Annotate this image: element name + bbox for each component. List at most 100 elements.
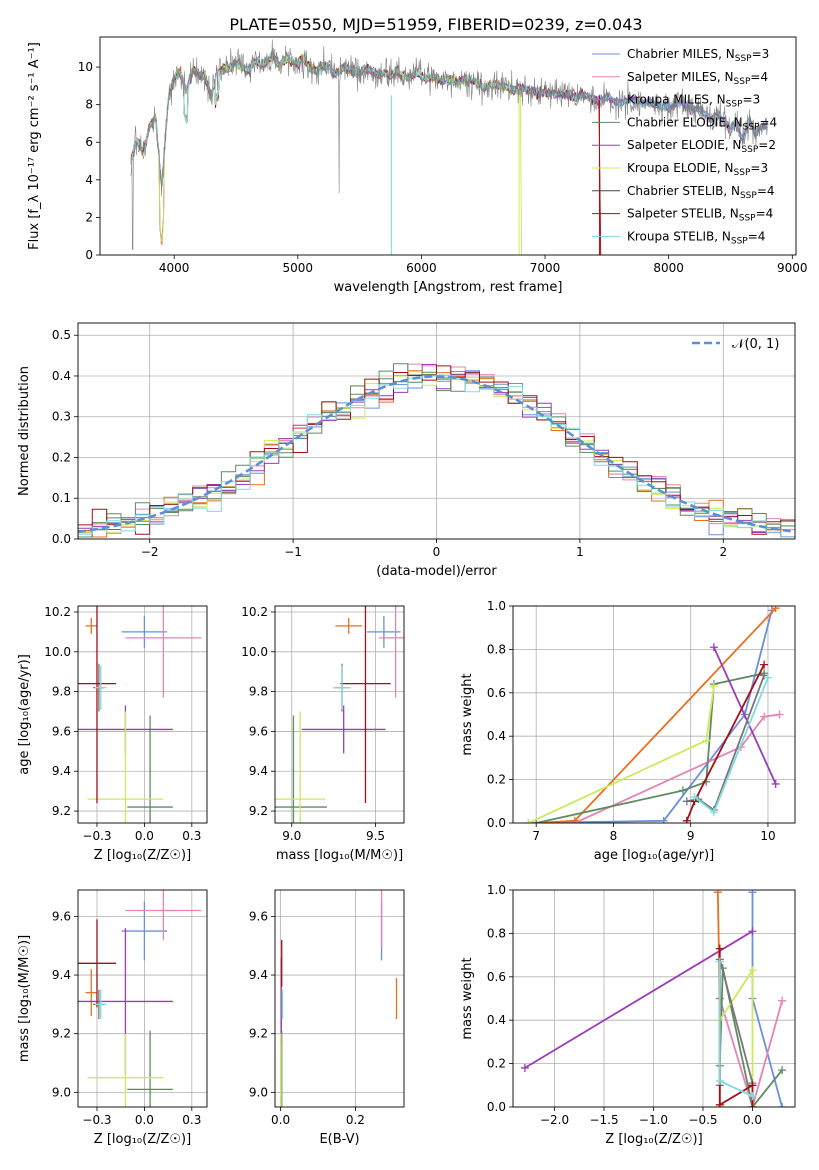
y-tick-label: 0 xyxy=(85,248,93,262)
y-axis-label: age [log₁₀(age/yr)] xyxy=(17,654,32,775)
model-spectrum-line xyxy=(130,54,602,255)
axis-group: 0.0 0.2 9.0 9.2 9.4 9.6 E(B-V) xyxy=(249,889,405,1147)
y-tick-label: 9.8 xyxy=(52,685,71,699)
mass-weight-line xyxy=(528,610,773,823)
errorbar-point xyxy=(301,705,386,754)
legend-label: Salpeter STELIB, NSSP=4 xyxy=(627,207,773,224)
axes-frame xyxy=(512,889,796,1108)
y-axis-label: mass [log₁₀(M/M☉)] xyxy=(17,935,32,1062)
axes-frame xyxy=(274,605,405,824)
errorbar-point xyxy=(121,901,168,961)
x-tick-label: 0.3 xyxy=(182,1113,201,1127)
mass-weight-marker xyxy=(771,606,780,613)
x-tick-label: 0.3 xyxy=(182,829,201,843)
x-axis-label: mass [log₁₀(M/M☉)] xyxy=(276,848,403,863)
plot-area xyxy=(520,890,787,1107)
x-axis-label: (data-model)/error xyxy=(376,564,497,579)
mass-weight-marker xyxy=(702,736,711,745)
x-tick-label: −1.0 xyxy=(639,1113,668,1127)
x-axis-label: E(B-V) xyxy=(319,1132,359,1147)
x-tick-label: 8 xyxy=(610,829,618,843)
y-tick-label: 9.0 xyxy=(249,1085,268,1099)
mass-weight-marker xyxy=(682,816,691,823)
mass-weight-marker xyxy=(778,1103,787,1107)
mass-weight-marker xyxy=(771,779,780,788)
y-tick-label: 0.2 xyxy=(487,773,506,787)
mass-weight-marker xyxy=(763,673,772,682)
data-spectrum-line xyxy=(130,39,768,250)
x-tick-label: −2 xyxy=(141,545,159,559)
errorbar-point xyxy=(275,715,327,823)
y-tick-label: 10.0 xyxy=(44,645,71,659)
x-tick-label: 7000 xyxy=(530,261,561,275)
y-tick-label: 9.6 xyxy=(52,724,71,738)
x-tick-label: 4000 xyxy=(159,261,190,275)
y-tick-label: 9.6 xyxy=(249,909,268,923)
plot-area xyxy=(78,606,202,823)
mass-weight-marker xyxy=(748,927,757,936)
legend-label: 𝒩(0, 1) xyxy=(732,337,779,352)
legend-label: Salpeter MILES, NSSP=4 xyxy=(627,70,768,87)
axis-group: 4000 5000 6000 7000 8000 9000 0 2 4 6 8 10 wavelengt… xyxy=(27,36,808,295)
mass-weight-marker xyxy=(524,819,533,823)
legend-label: Chabrier MILES, NSSP=3 xyxy=(627,47,769,64)
axes-mass-weight-vs-age: 7 8 9 10 0.0 0.2 0.4 0.6 0.8 1.0 age [log₁₀(age/yr… xyxy=(460,599,796,863)
y-tick-label: 9.2 xyxy=(249,1027,268,1041)
mass-weight-marker xyxy=(690,792,699,801)
y-tick-label: 0.8 xyxy=(487,642,506,656)
mass-weight-marker xyxy=(760,660,769,669)
plot-area xyxy=(78,363,795,539)
x-tick-label: 1 xyxy=(576,545,584,559)
errorbar-point xyxy=(340,606,391,804)
plot-area xyxy=(280,890,398,1107)
mass-weight-marker xyxy=(715,1076,724,1085)
x-axis-label: Z [log₁₀(Z/Z☉)] xyxy=(94,848,191,863)
axes-spectrum: 4000 5000 6000 7000 8000 9000 0 2 4 6 8 10 wavelengt… xyxy=(27,36,808,295)
axis-group: 9.0 9.5 9.2 9.4 9.6 9.8 10.0 10.2 mass [log₁₀(M/… xyxy=(241,605,405,863)
plot-area xyxy=(78,890,202,1107)
axes-frame xyxy=(512,605,796,824)
x-axis-label: Z [log₁₀(Z/Z☉)] xyxy=(94,1132,191,1147)
y-axis-label: Normed distribution xyxy=(17,366,32,496)
errorbar-point xyxy=(95,989,107,1020)
mass-weight-marker xyxy=(709,643,718,652)
mass-weight-marker xyxy=(678,786,687,795)
y-tick-label: 6 xyxy=(85,135,93,149)
y-tick-label: 9.8 xyxy=(249,685,268,699)
mass-weight-marker xyxy=(682,797,691,806)
y-tick-label: 0.5 xyxy=(52,328,71,342)
axis-group: −2 −1 0 1 2 0.0 0.1 0.2 0.3 0.4 0.5 (data-model)/er… xyxy=(17,322,796,579)
y-tick-label: 0.1 xyxy=(52,491,71,505)
errorbar-point xyxy=(127,715,173,823)
mass-weight-marker xyxy=(570,816,579,823)
legend-label: Kroupa STELIB, NSSP=4 xyxy=(627,229,765,246)
mass-weight-line xyxy=(536,672,765,823)
y-tick-label: 0.0 xyxy=(487,816,506,830)
x-tick-label: 9.0 xyxy=(282,829,301,843)
y-tick-label: 0.0 xyxy=(487,1100,506,1114)
x-tick-label: −0.3 xyxy=(82,829,111,843)
mass-weight-line xyxy=(713,646,777,785)
errorbar-point xyxy=(125,606,202,698)
y-tick-label: 0.6 xyxy=(487,970,506,984)
plot-area xyxy=(524,606,784,823)
y-tick-label: 0.0 xyxy=(52,532,71,546)
y-tick-label: 1.0 xyxy=(487,883,506,897)
legend-label: Salpeter ELODIE, NSSP=2 xyxy=(627,138,776,155)
mass-weight-marker xyxy=(760,712,769,721)
x-tick-label: 9000 xyxy=(777,261,808,275)
y-tick-label: 4 xyxy=(85,173,93,187)
y-tick-label: 9.4 xyxy=(52,764,71,778)
y-axis-label: mass weight xyxy=(460,957,475,1039)
x-tick-label: 0.0 xyxy=(135,1113,154,1127)
mass-weight-marker xyxy=(520,1063,529,1072)
x-tick-label: −1 xyxy=(284,545,302,559)
errorbar-point xyxy=(85,617,97,634)
y-tick-label: 10.2 xyxy=(241,605,268,619)
x-axis-label: age [log₁₀(age/yr)] xyxy=(594,848,715,863)
axes-frame xyxy=(274,889,405,1108)
legend: 𝒩(0, 1) xyxy=(692,337,779,352)
x-tick-label: 9 xyxy=(687,829,695,843)
mass-weight-marker xyxy=(778,996,787,1005)
